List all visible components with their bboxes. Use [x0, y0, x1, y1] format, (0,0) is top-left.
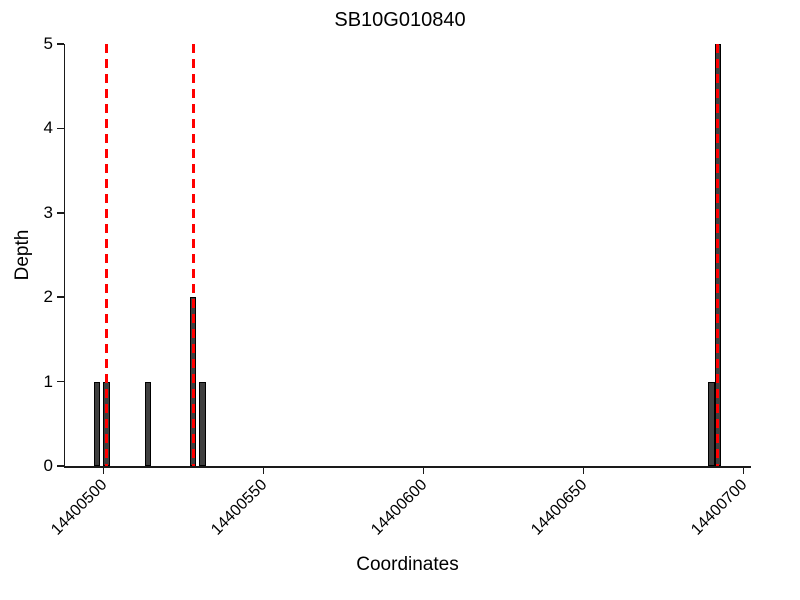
- y-axis-label: Depth: [12, 229, 33, 281]
- x-tick-label: 14400500: [48, 476, 111, 539]
- y-tick: [56, 465, 64, 467]
- chart-title: SB10G010840: [334, 9, 466, 31]
- y-tick-label: 5: [43, 34, 53, 53]
- x-tick-label: 14400650: [528, 476, 591, 539]
- y-axis-line: [63, 44, 65, 468]
- x-tick: [262, 467, 265, 474]
- plot-area: 0 1 2 3 4 5 14400500 14400550 14400600 14400650 14…: [44, 35, 751, 539]
- y-tick: [56, 127, 64, 130]
- marker-line: [191, 44, 195, 466]
- depth-bar: [708, 381, 715, 466]
- y-tick-label: 4: [43, 118, 53, 138]
- y-tick-label: 0: [43, 456, 53, 475]
- x-tick-label: 14400600: [368, 476, 431, 539]
- depth-bar: [199, 381, 206, 466]
- x-axis-label: Coordinates: [356, 554, 459, 575]
- y-tick: [56, 43, 64, 45]
- x-tick: [102, 467, 105, 474]
- y-tick-label: 3: [43, 202, 53, 222]
- depth-bar: [93, 381, 101, 466]
- depth-bar: [145, 381, 152, 466]
- y-tick-label: 1: [43, 371, 53, 391]
- x-axis-line: [63, 466, 751, 468]
- marker-line: [716, 44, 720, 466]
- y-tick: [56, 380, 64, 383]
- x-tick-label: 14400700: [688, 476, 751, 539]
- y-tick-label: 2: [43, 287, 53, 307]
- x-tick-label: 14400550: [208, 476, 271, 539]
- y-tick: [56, 296, 64, 298]
- x-tick: [422, 467, 425, 474]
- y-tick: [56, 212, 64, 214]
- x-tick: [582, 467, 585, 474]
- marker-line: [105, 44, 109, 466]
- x-tick: [742, 467, 745, 474]
